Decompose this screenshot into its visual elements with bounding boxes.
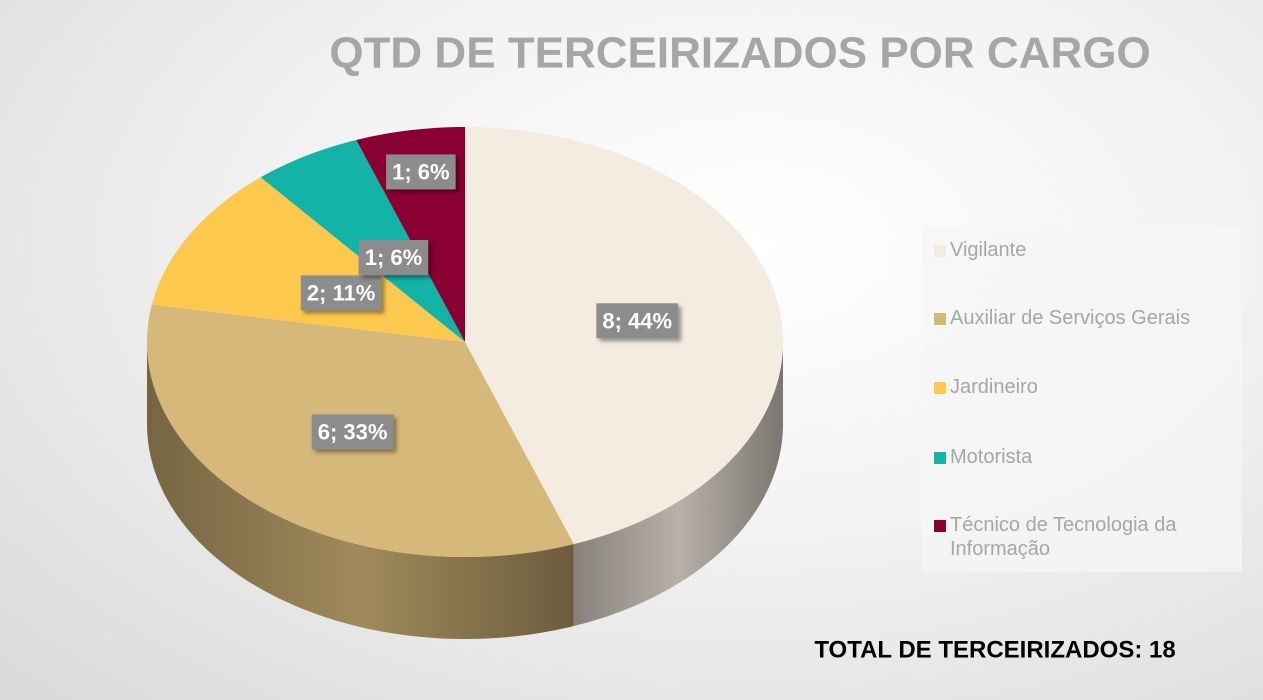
legend-swatch: [934, 520, 946, 532]
data-label: 1; 6%: [365, 245, 422, 270]
data-label-group: 6; 33%: [311, 414, 394, 450]
data-label-group: 2; 11%: [300, 275, 382, 311]
data-label: 1; 6%: [392, 159, 449, 184]
legend-item: Vigilante: [934, 238, 1250, 262]
data-label-box: [311, 414, 394, 450]
data-label: 6; 33%: [318, 419, 388, 444]
legend-swatch: [934, 245, 946, 257]
slice-side-shade: [147, 342, 574, 639]
legend-label: Técnico de Tecnologia da Informação: [950, 514, 1177, 560]
total-annotation: TOTAL DE TERCEIRIZADOS: 18: [814, 636, 1175, 663]
slice-side-shade: [573, 342, 783, 627]
legend-label: Jardineiro: [950, 376, 1038, 398]
legend-swatch: [934, 452, 946, 464]
legend-label: Vigilante: [950, 239, 1027, 261]
legend: Vigilante Auxiliar de Serviços Gerais Jard…: [922, 226, 1242, 572]
data-label-box: [300, 275, 382, 311]
legend-item: Técnico de Tecnologia da Informação: [934, 513, 1250, 561]
pie-sides: [147, 342, 783, 639]
legend-item: Jardineiro: [934, 375, 1250, 399]
legend-swatch: [934, 313, 946, 325]
data-label-box: [596, 303, 679, 339]
legend-item: Auxiliar de Serviços Gerais: [934, 306, 1250, 330]
data-label-box: [358, 240, 429, 276]
legend-label: Motorista: [950, 446, 1033, 468]
data-label: 8; 44%: [602, 308, 672, 333]
legend-label: Auxiliar de Serviços Gerais: [950, 307, 1191, 329]
legend-swatch: [934, 382, 946, 394]
data-label-box: [386, 154, 456, 190]
chart-title: QTD DE TERCEIRIZADOS POR CARGO: [329, 29, 1150, 78]
data-label-group: 1; 6%: [386, 154, 456, 190]
data-label-group: 1; 6%: [358, 240, 429, 276]
legend-item: Motorista: [934, 445, 1250, 469]
data-label-group: 8; 44%: [596, 303, 679, 339]
data-label: 2; 11%: [307, 280, 376, 305]
slice: [151, 177, 465, 342]
